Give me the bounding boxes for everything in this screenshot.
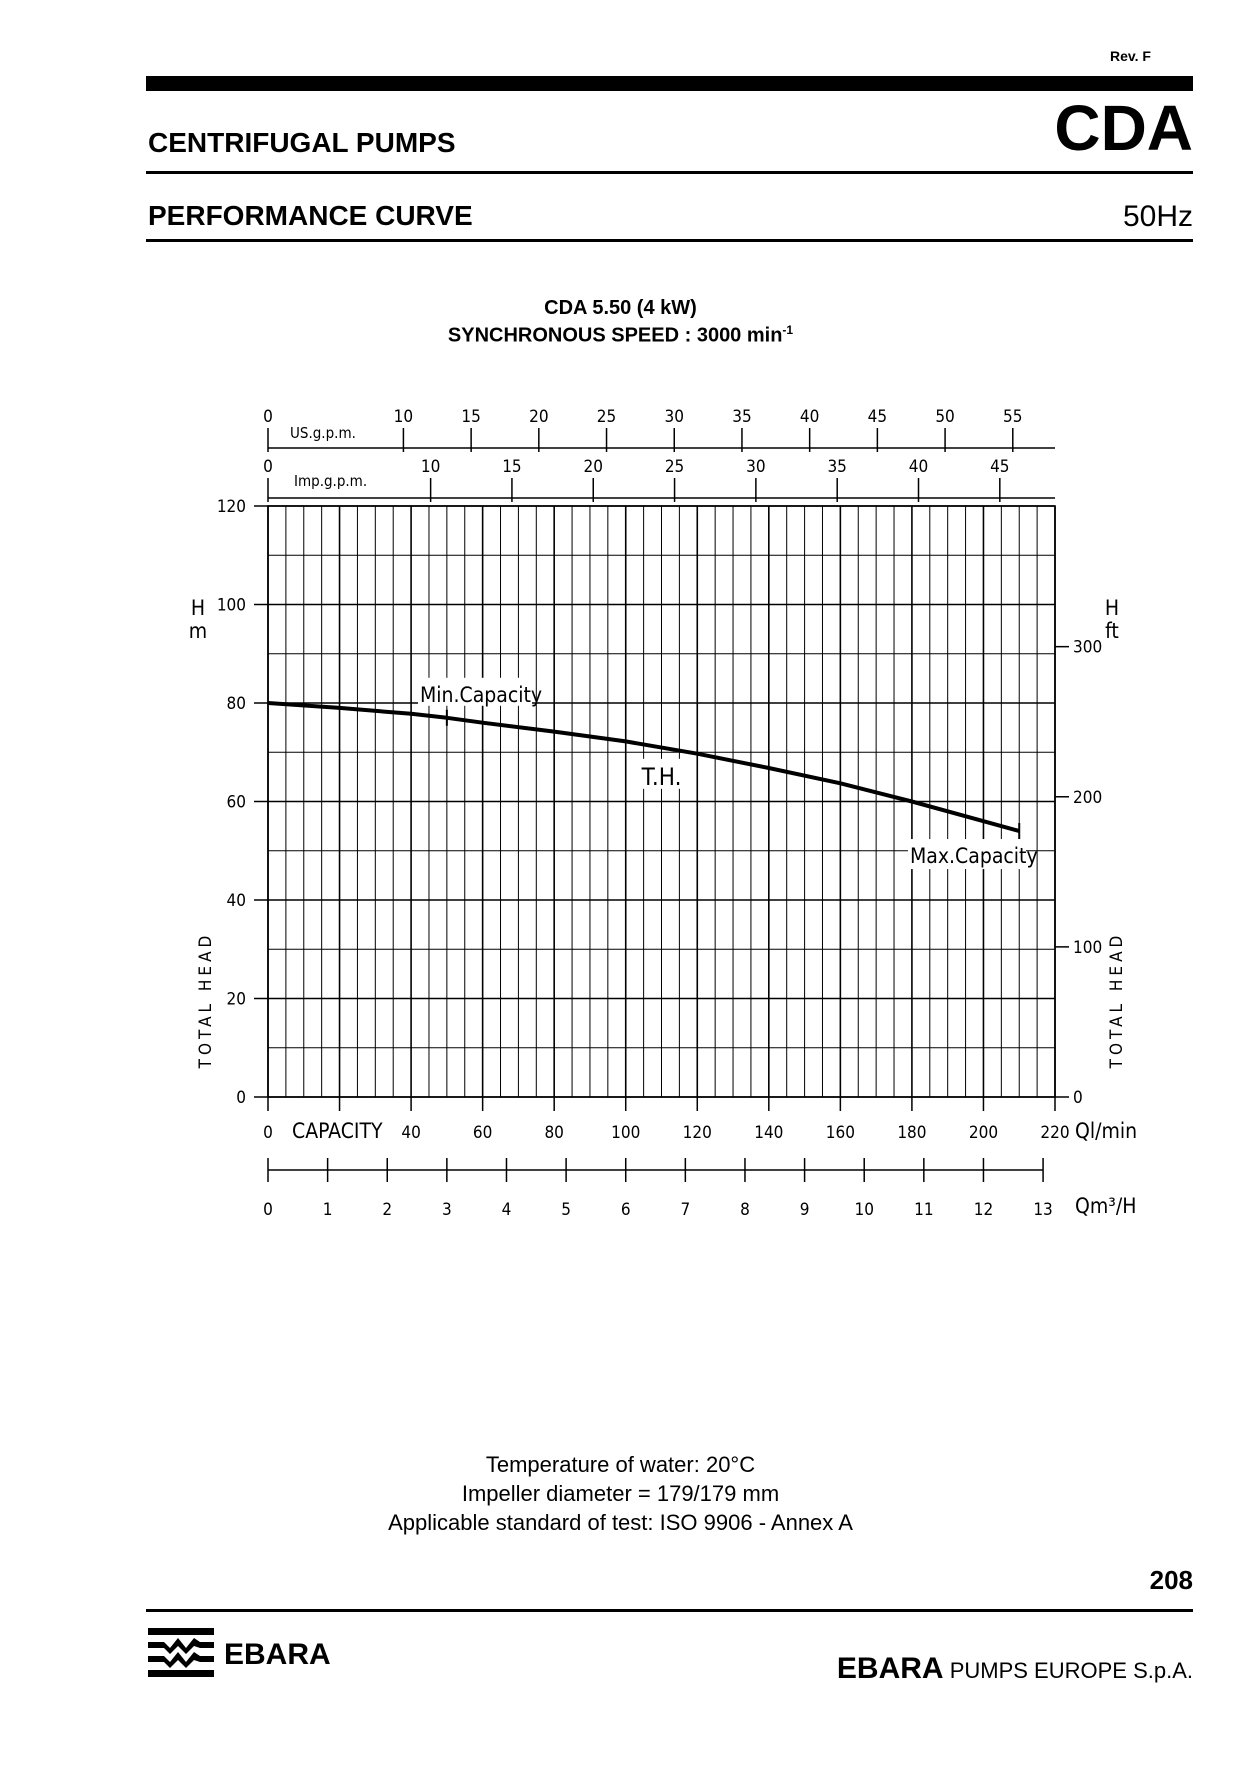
x-tick-label: 100 [611,1123,640,1143]
max-capacity-bg [908,839,1026,870]
company-name: EBARA PUMPS EUROPE S.p.A. [837,1652,1193,1686]
secondary-tick-label: 25 [597,407,616,427]
y-unit-left: H [191,596,205,620]
secondary-tick-label: 10 [394,407,413,427]
y-tick-label-left: 20 [227,990,246,1010]
secondary-tick-label: 40 [800,407,819,427]
y-tick-label-right: 0 [1073,1088,1083,1108]
x-tick-label: 200 [969,1123,998,1143]
y-tick-label-right: 100 [1073,938,1102,958]
company-name-bold: EBARA [836,1652,944,1685]
secondary-unit-label: Imp.g.p.m. [294,472,367,490]
secondary-tick-label: 30 [746,457,765,477]
header-bar [146,76,1193,91]
secondary-tick-label: 20 [584,457,603,477]
section-title: PERFORMANCE CURVE [148,200,473,231]
frequency-label: 50Hz [1122,200,1193,233]
secondary-tick-label: 20 [529,407,548,427]
y-tick-label-left: 100 [217,596,246,616]
secondary-tick-label: 9 [800,1200,810,1220]
y-tick-label-left: 120 [217,497,246,517]
y-unit-right-sub: ft [1105,619,1119,643]
footer-divider [146,1609,1193,1612]
section-divider [146,239,1193,242]
x-tick-label: 220 [1040,1123,1069,1143]
company-name-rest: PUMPS EUROPE S.p.A. [943,1658,1193,1683]
category-title: CENTRIFUGAL PUMPS [148,127,456,158]
secondary-tick-label: 6 [621,1200,631,1220]
secondary-tick-label: 13 [1033,1200,1052,1220]
x-tick-label: 160 [826,1123,855,1143]
x-tick-label: 60 [473,1123,492,1143]
secondary-tick-label: 0 [263,407,273,427]
y-axis-label-right: TOTAL HEAD [1107,932,1127,1070]
secondary-tick-label: 35 [827,457,846,477]
y-tick-label-left: 0 [236,1088,246,1108]
secondary-tick-label: 4 [502,1200,512,1220]
note-impeller: Impeller diameter = 179/179 mm [461,1481,780,1506]
model-series-title: CDA [1054,92,1193,164]
ebara-logo: EBARA [148,1624,348,1685]
secondary-tick-label: 0 [263,1200,273,1220]
secondary-tick-label: 55 [1003,407,1022,427]
note-temperature: Temperature of water: 20°C [485,1452,756,1477]
ebara-logo-mark: EBARA [148,1628,331,1677]
secondary-tick-label: 7 [680,1200,690,1220]
chart-subtitle-text: SYNCHRONOUS SPEED : 3000 min [447,324,783,347]
th-label-bg [639,758,684,789]
secondary-tick-label: 45 [868,407,887,427]
x-tick-label: 120 [683,1123,712,1143]
secondary-tick-label: 35 [732,407,751,427]
th-curve-line [267,701,1020,833]
chart-title: CDA 5.50 (4 kW) [544,297,697,319]
secondary-tick-label: 10 [421,457,440,477]
secondary-tick-label: 2 [382,1200,392,1220]
secondary-tick-label: 10 [854,1200,873,1220]
x-tick-label: 180 [897,1123,926,1143]
y-tick-label-right: 300 [1073,638,1102,658]
x-axis-label: CAPACITY [292,1119,383,1143]
y-tick-label-right: 200 [1073,788,1102,808]
secondary-unit-label: Qm³/H [1075,1194,1136,1218]
secondary-tick-label: 50 [935,407,954,427]
secondary-tick-label: 5 [561,1200,571,1220]
secondary-unit-label: US.g.p.m. [290,424,356,442]
th-series-label: T.H. [641,763,682,791]
y-tick-label-left: 40 [227,891,246,911]
y-axis-label-left: TOTAL HEAD [196,932,216,1070]
test-notes: Temperature of water: 20°C Impeller diam… [0,1450,1241,1537]
max-capacity-label: Max.Capacity [910,844,1038,868]
secondary-tick-label: 25 [665,457,684,477]
secondary-tick-label: 45 [990,457,1009,477]
x-tick-label: 0 [263,1123,273,1143]
revision-label: Rev. F [1110,48,1151,64]
x-tick-label: 140 [754,1123,783,1143]
header-divider [146,171,1193,174]
secondary-tick-label: 0 [263,457,273,477]
secondary-tick-label: 15 [461,407,480,427]
secondary-tick-label: 8 [740,1200,750,1220]
x-tick-label: 40 [401,1123,420,1143]
secondary-tick-label: 11 [914,1200,933,1220]
logo-wordmark: EBARA [224,1638,331,1671]
secondary-tick-label: 30 [665,407,684,427]
min-capacity-label: Min.Capacity [420,683,542,707]
y-tick-label-left: 80 [227,694,246,714]
y-unit-left-sub: m [189,619,207,643]
secondary-tick-label: 40 [909,457,928,477]
chart-subtitle-sup: -1 [782,323,794,337]
note-standard: Applicable standard of test: ISO 9906 - … [388,1510,853,1535]
secondary-tick-label: 3 [442,1200,452,1220]
secondary-tick-label: 15 [502,457,521,477]
y-unit-right: H [1105,596,1119,620]
secondary-tick-label: 1 [323,1200,333,1220]
x-unit-label: Ql/min [1075,1119,1137,1143]
y-tick-label-left: 60 [227,793,246,813]
x-tick-label: 80 [544,1123,563,1143]
page-number: 208 [1149,1565,1193,1595]
secondary-tick-label: 12 [974,1200,993,1220]
min-capacity-bg [418,677,532,706]
chart-subtitle: SYNCHRONOUS SPEED : 3000 min-1 [0,323,1241,348]
